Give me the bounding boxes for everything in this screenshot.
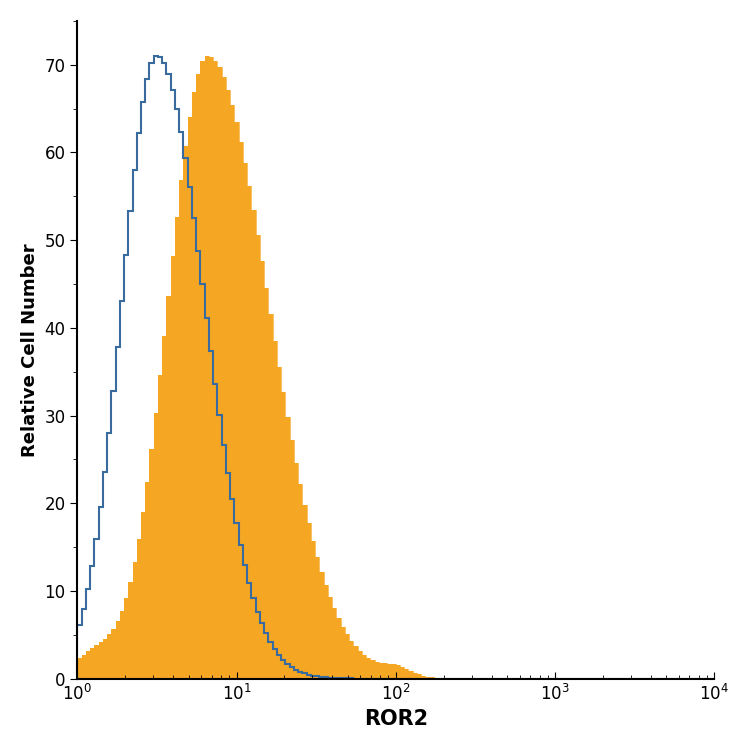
Y-axis label: Relative Cell Number: Relative Cell Number <box>21 243 39 457</box>
X-axis label: ROR2: ROR2 <box>364 710 428 729</box>
